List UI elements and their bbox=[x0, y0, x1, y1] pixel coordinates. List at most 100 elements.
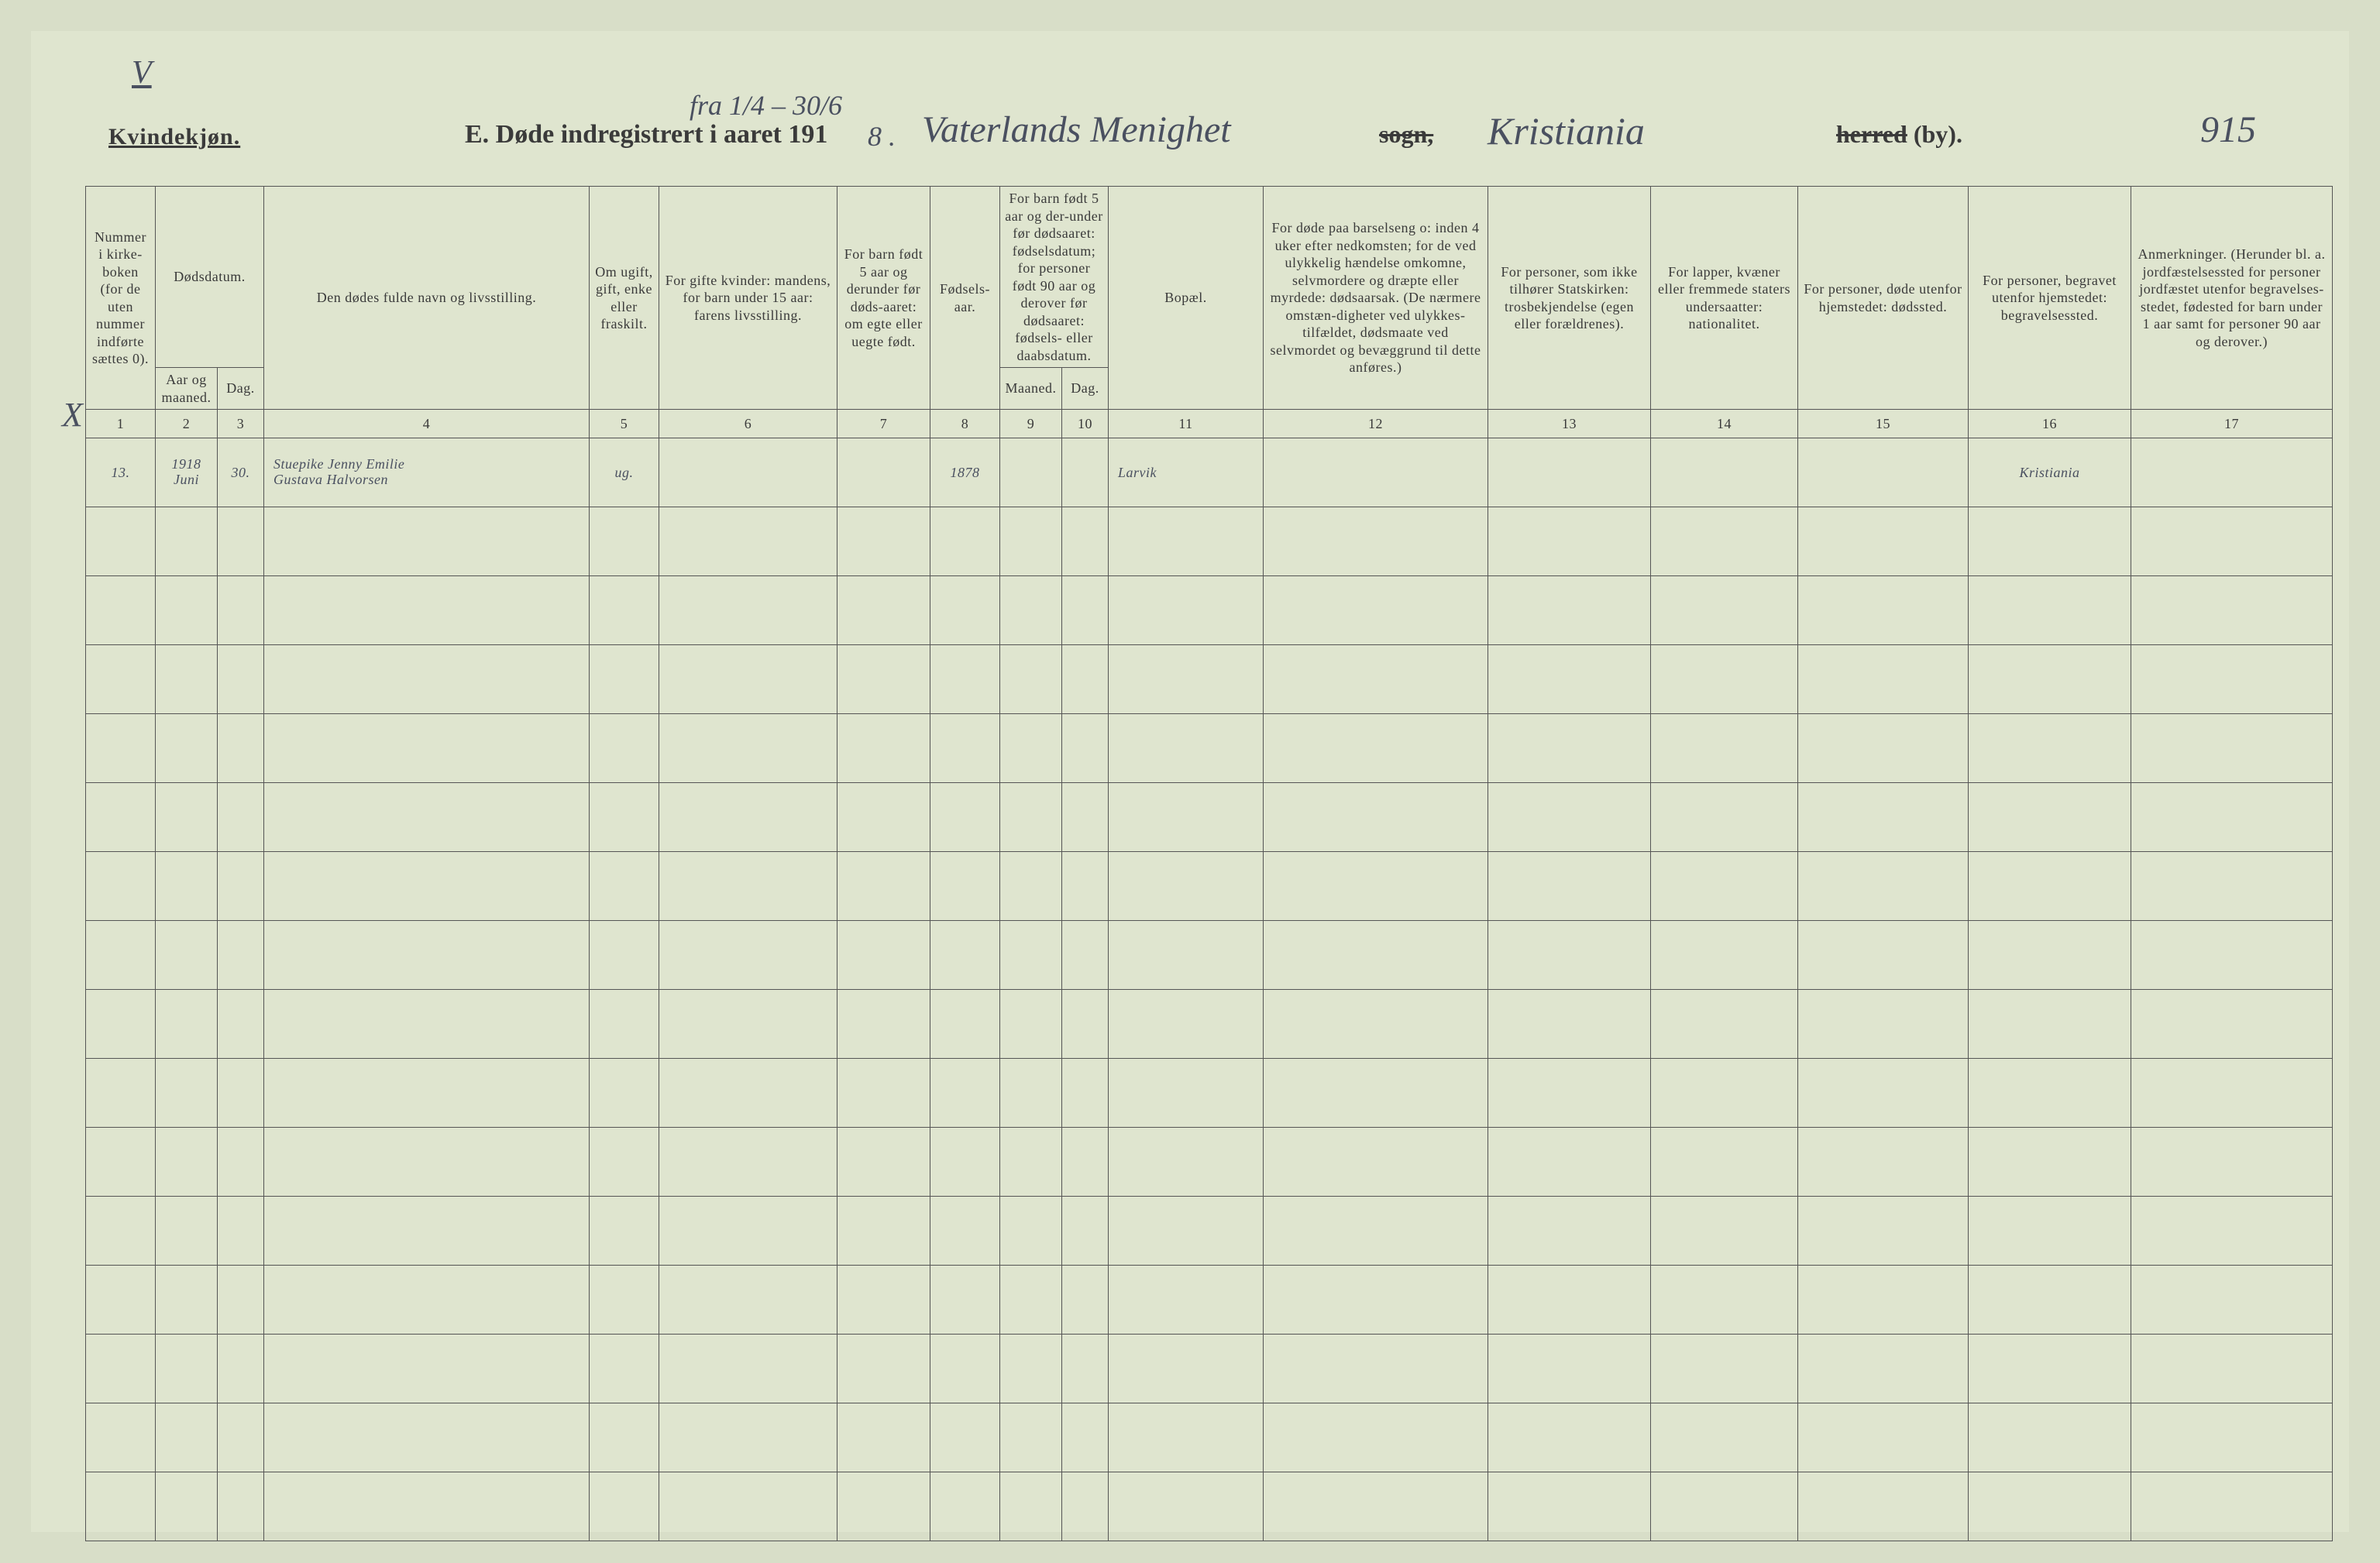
empty-cell bbox=[156, 576, 218, 645]
empty-cell bbox=[1488, 783, 1651, 852]
empty-cell bbox=[264, 1128, 590, 1197]
col-header-10: For døde paa barselseng o: inden 4 uker … bbox=[1264, 187, 1488, 410]
empty-cell bbox=[218, 1197, 264, 1266]
empty-cell bbox=[218, 1266, 264, 1335]
gender-label: Kvindekjøn. bbox=[108, 124, 240, 150]
column-number: 6 bbox=[659, 410, 837, 438]
empty-cell bbox=[156, 1128, 218, 1197]
col-header-8-top: For barn født 5 aar og der-under før død… bbox=[1000, 187, 1109, 368]
empty-cell bbox=[590, 507, 659, 576]
empty-cell bbox=[1062, 1128, 1109, 1197]
cell-name: Stuepike Jenny Emilie Gustava Halvorsen bbox=[264, 438, 590, 507]
empty-cell bbox=[590, 576, 659, 645]
empty-cell bbox=[837, 576, 930, 645]
empty-cell bbox=[2131, 1403, 2333, 1472]
empty-cell bbox=[590, 1403, 659, 1472]
empty-cell bbox=[264, 1059, 590, 1128]
empty-cell bbox=[1062, 921, 1109, 990]
col-header-2b: Dag. bbox=[218, 368, 264, 410]
empty-cell bbox=[218, 576, 264, 645]
empty-cell bbox=[264, 1197, 590, 1266]
date-range-annotation: fra 1/4 – 30/6 bbox=[690, 89, 842, 122]
empty-cell bbox=[1798, 714, 1969, 783]
empty-cell bbox=[1798, 576, 1969, 645]
empty-cell bbox=[156, 507, 218, 576]
empty-cell bbox=[86, 645, 156, 714]
empty-cell bbox=[590, 990, 659, 1059]
empty-cell bbox=[1969, 1128, 2131, 1197]
empty-cell bbox=[590, 645, 659, 714]
col-header-12: For lapper, kvæner eller fremmede stater… bbox=[1651, 187, 1798, 410]
empty-cell bbox=[1109, 990, 1264, 1059]
cell-number: 13. bbox=[86, 438, 156, 507]
empty-cell bbox=[930, 714, 1000, 783]
empty-cell bbox=[837, 1472, 930, 1541]
empty-cell bbox=[659, 990, 837, 1059]
table-row bbox=[86, 1403, 2333, 1472]
page-number: 915 bbox=[2200, 108, 2256, 151]
empty-cell bbox=[659, 852, 837, 921]
col-header-15: Anmerkninger. (Herunder bl. a. jordfæste… bbox=[2131, 187, 2333, 410]
empty-cell bbox=[1969, 1403, 2131, 1472]
table-row bbox=[86, 1128, 2333, 1197]
section-title: E. Døde indregistrert i aaret 191 bbox=[465, 120, 827, 149]
empty-cell bbox=[2131, 783, 2333, 852]
empty-cell bbox=[837, 783, 930, 852]
table-header: Nummer i kirke-boken (for de uten nummer… bbox=[86, 187, 2333, 438]
cell-day: 30. bbox=[218, 438, 264, 507]
ledger-table: Nummer i kirke-boken (for de uten nummer… bbox=[85, 186, 2333, 1541]
empty-cell bbox=[1109, 1403, 1264, 1472]
empty-cell bbox=[1000, 1472, 1062, 1541]
empty-cell bbox=[930, 990, 1000, 1059]
empty-cell bbox=[1651, 852, 1798, 921]
empty-cell bbox=[1109, 645, 1264, 714]
empty-cell bbox=[1798, 645, 1969, 714]
col-header-5: For gifte kvinder: mandens, for barn und… bbox=[659, 187, 837, 410]
column-number: 8 bbox=[930, 410, 1000, 438]
empty-cell bbox=[264, 1266, 590, 1335]
empty-cell bbox=[1000, 1059, 1062, 1128]
empty-cell bbox=[590, 1059, 659, 1128]
empty-cell bbox=[659, 1128, 837, 1197]
empty-cell bbox=[1651, 1403, 1798, 1472]
empty-cell bbox=[1651, 645, 1798, 714]
cell-legit bbox=[837, 438, 930, 507]
empty-cell bbox=[2131, 990, 2333, 1059]
empty-cell bbox=[1488, 1335, 1651, 1403]
empty-cell bbox=[1109, 1472, 1264, 1541]
column-number: 15 bbox=[1798, 410, 1969, 438]
table-row bbox=[86, 1197, 2333, 1266]
empty-cell bbox=[1264, 1403, 1488, 1472]
cell-birthyear: 1878 bbox=[930, 438, 1000, 507]
empty-cell bbox=[590, 921, 659, 990]
empty-cell bbox=[1000, 783, 1062, 852]
empty-cell bbox=[1062, 714, 1109, 783]
empty-cell bbox=[1264, 576, 1488, 645]
empty-cell bbox=[930, 645, 1000, 714]
empty-cell bbox=[1969, 1059, 2131, 1128]
empty-cell bbox=[837, 645, 930, 714]
empty-cell bbox=[1969, 576, 2131, 645]
empty-cell bbox=[1969, 645, 2131, 714]
empty-cell bbox=[837, 1128, 930, 1197]
empty-cell bbox=[1488, 645, 1651, 714]
cell-burialplace: Kristiania bbox=[1969, 438, 2131, 507]
empty-cell bbox=[1264, 990, 1488, 1059]
empty-cell bbox=[1651, 783, 1798, 852]
empty-cell bbox=[156, 852, 218, 921]
empty-cell bbox=[1264, 1335, 1488, 1403]
empty-cell bbox=[1651, 576, 1798, 645]
empty-cell bbox=[659, 714, 837, 783]
empty-cell bbox=[156, 783, 218, 852]
cell-status: ug. bbox=[590, 438, 659, 507]
empty-cell bbox=[86, 1335, 156, 1403]
col-header-13: For personer, døde utenfor hjemstedet: d… bbox=[1798, 187, 1969, 410]
empty-cell bbox=[1000, 990, 1062, 1059]
empty-cell bbox=[930, 1472, 1000, 1541]
empty-cell bbox=[1062, 1335, 1109, 1403]
empty-cell bbox=[2131, 1266, 2333, 1335]
empty-cell bbox=[1969, 921, 2131, 990]
empty-cell bbox=[156, 1197, 218, 1266]
table-row: 13. 1918 Juni 30. Stuepike Jenny Emilie … bbox=[86, 438, 2333, 507]
empty-cell bbox=[2131, 645, 2333, 714]
